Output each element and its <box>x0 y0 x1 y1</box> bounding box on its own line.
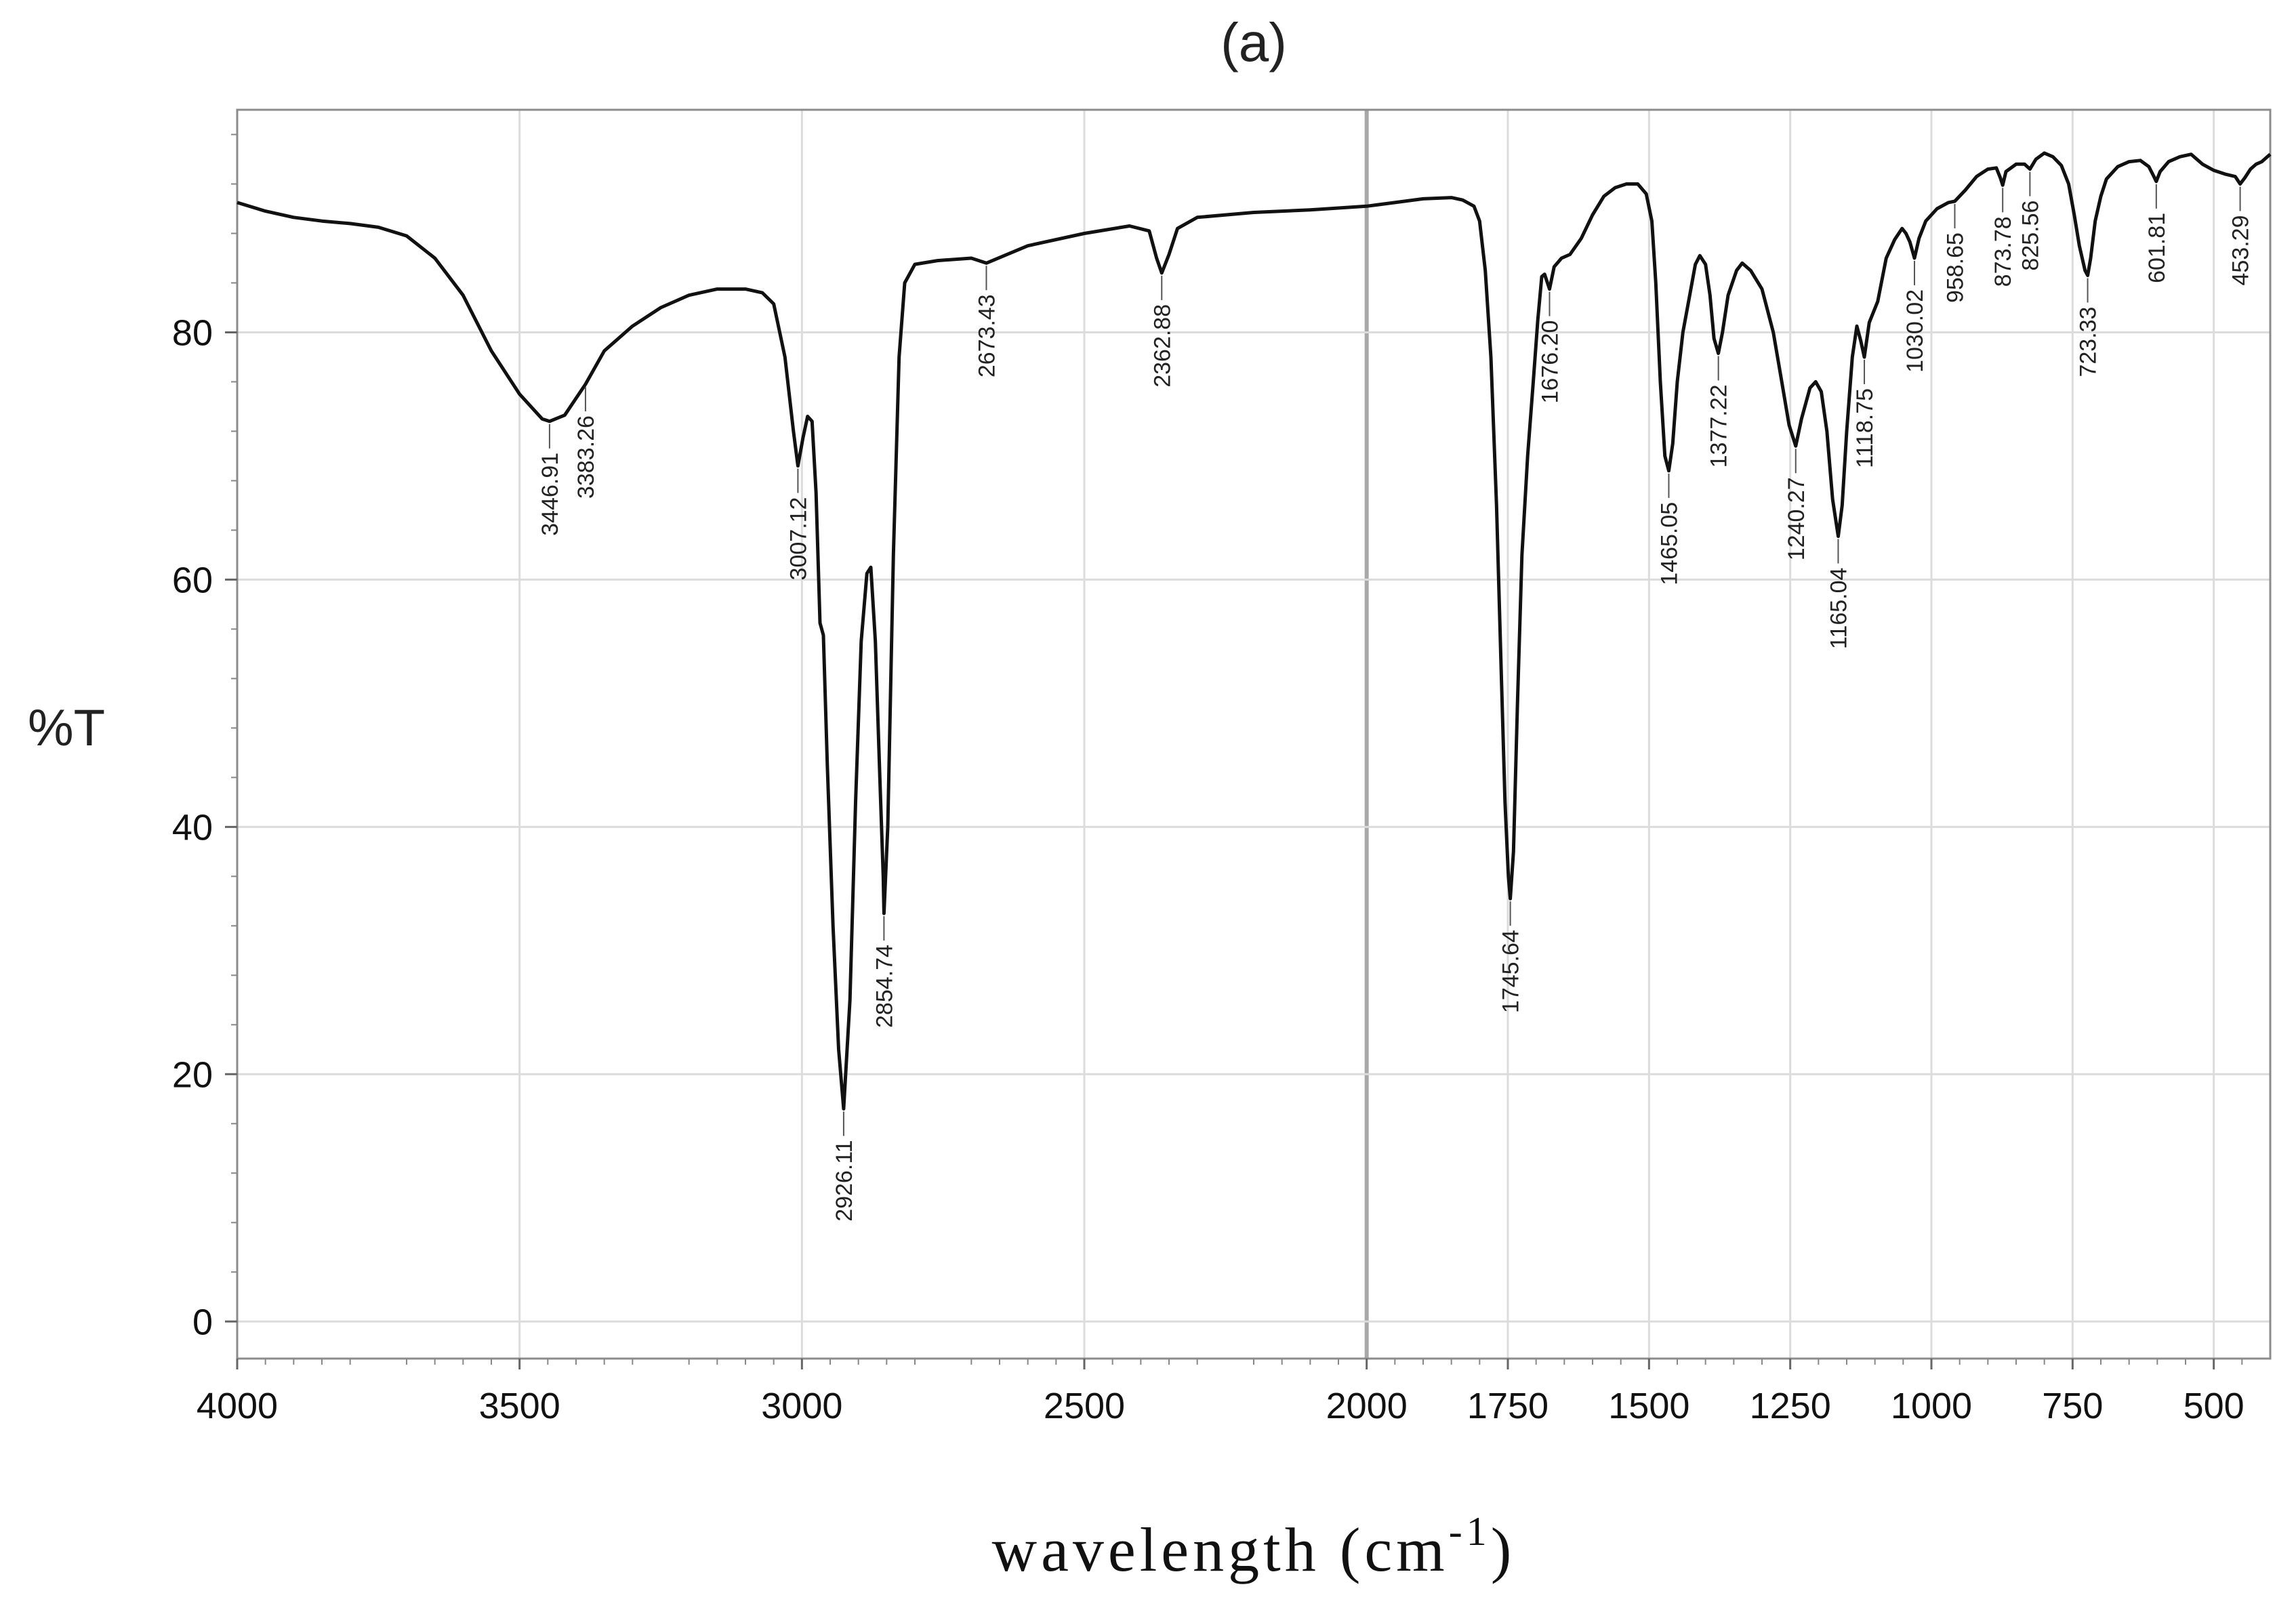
peak-label: 1030.02 <box>1902 260 1928 373</box>
peak-label-text: 601.81 <box>2144 213 2170 283</box>
x-tick-label: 1000 <box>1891 1386 1972 1426</box>
peak-label-text: 1030.02 <box>1902 289 1928 373</box>
peak-label-text: 2362.88 <box>1149 304 1175 388</box>
peak-label-text: 958.65 <box>1942 232 1968 303</box>
x-tick-label: 1500 <box>1608 1386 1689 1426</box>
peak-label: 3007.12 <box>785 468 811 581</box>
y-tick-label: 80 <box>172 312 213 353</box>
peak-label: 453.29 <box>2228 186 2254 285</box>
peak-label-text: 723.33 <box>2076 307 2102 377</box>
peak-label: 1465.05 <box>1656 473 1682 585</box>
peak-label: 723.33 <box>2076 278 2102 377</box>
peak-label-text: 3446.91 <box>537 453 563 536</box>
peak-label: 3446.91 <box>537 423 563 536</box>
spectrum-line <box>237 151 2272 1111</box>
x-tick-label: 3000 <box>761 1386 842 1426</box>
x-tick-label: 3500 <box>479 1386 560 1426</box>
peak-label: 1377.22 <box>1706 356 1732 468</box>
y-tick-label: 40 <box>172 807 213 848</box>
y-tick-label: 20 <box>172 1054 213 1095</box>
peak-label-text: 1240.27 <box>1784 477 1809 560</box>
peak-label: 1745.64 <box>1498 901 1524 1013</box>
peak-label: 2362.88 <box>1149 275 1175 388</box>
peak-label: 825.56 <box>2017 171 2043 271</box>
peak-label-text: 2926.11 <box>832 1140 857 1221</box>
grid-lines <box>236 110 2270 1359</box>
peak-label: 1676.20 <box>1538 291 1563 404</box>
peak-label: 1240.27 <box>1784 449 1809 560</box>
x-axis-label-main: wavelength (cm <box>992 1515 1449 1584</box>
x-axis-label-superscript: -1 <box>1449 1509 1491 1554</box>
peak-label-text: 1676.20 <box>1538 321 1563 404</box>
peak-label: 3383.26 <box>573 387 599 499</box>
peak-label-text: 1377.22 <box>1706 384 1732 468</box>
peak-label-text: 2854.74 <box>872 945 897 1028</box>
y-tick-label: 0 <box>192 1302 213 1342</box>
x-tick-label: 2000 <box>1326 1386 1408 1426</box>
peak-label-text: 3383.26 <box>573 415 599 499</box>
y-axis-label: %T <box>28 699 105 757</box>
x-axis: 4000 3500 3000 2500 2000 1750 1500 1250 1000 750 5… <box>197 1359 2244 1426</box>
peak-label: 1165.04 <box>1826 539 1851 649</box>
peak-labels: 3446.91 3383.26 3007.12 2926.11 2854.74 2673.… <box>537 171 2254 1222</box>
peak-label-text: 453.29 <box>2228 215 2254 285</box>
peak-label-text: 3007.12 <box>785 497 811 581</box>
peak-label-text: 1745.64 <box>1498 930 1524 1013</box>
peak-label-text: 1465.05 <box>1656 502 1682 585</box>
peak-label: 2854.74 <box>872 916 897 1028</box>
peak-label-text: 2673.43 <box>974 294 1000 377</box>
x-tick-label: 2500 <box>1044 1386 1125 1426</box>
peak-label: 1118.75 <box>1852 359 1878 468</box>
peak-label: 2926.11 <box>832 1111 857 1222</box>
x-axis-label: wavelength (cm-1) <box>992 1509 1516 1584</box>
peak-label-text: 1165.04 <box>1826 568 1851 649</box>
peak-label-text: 873.78 <box>1990 216 2016 287</box>
y-axis: 0 20 40 60 80 <box>172 133 237 1342</box>
y-tick-label: 60 <box>172 560 213 600</box>
peak-label: 958.65 <box>1942 204 1968 303</box>
x-axis-label-close: ) <box>1491 1515 1516 1584</box>
peak-label: 2673.43 <box>974 266 1000 377</box>
x-tick-label: 1250 <box>1750 1386 1831 1426</box>
x-tick-label: 1750 <box>1467 1386 1549 1426</box>
peak-label-text: 1118.75 <box>1852 388 1878 468</box>
x-tick-label: 4000 <box>197 1386 278 1426</box>
chart-title: (a) <box>1221 12 1287 73</box>
x-tick-label: 500 <box>2184 1386 2244 1426</box>
peak-label: 601.81 <box>2144 184 2170 283</box>
peak-label-text: 825.56 <box>2017 201 2043 271</box>
x-tick-label: 750 <box>2042 1386 2103 1426</box>
peak-label: 873.78 <box>1990 188 2016 287</box>
